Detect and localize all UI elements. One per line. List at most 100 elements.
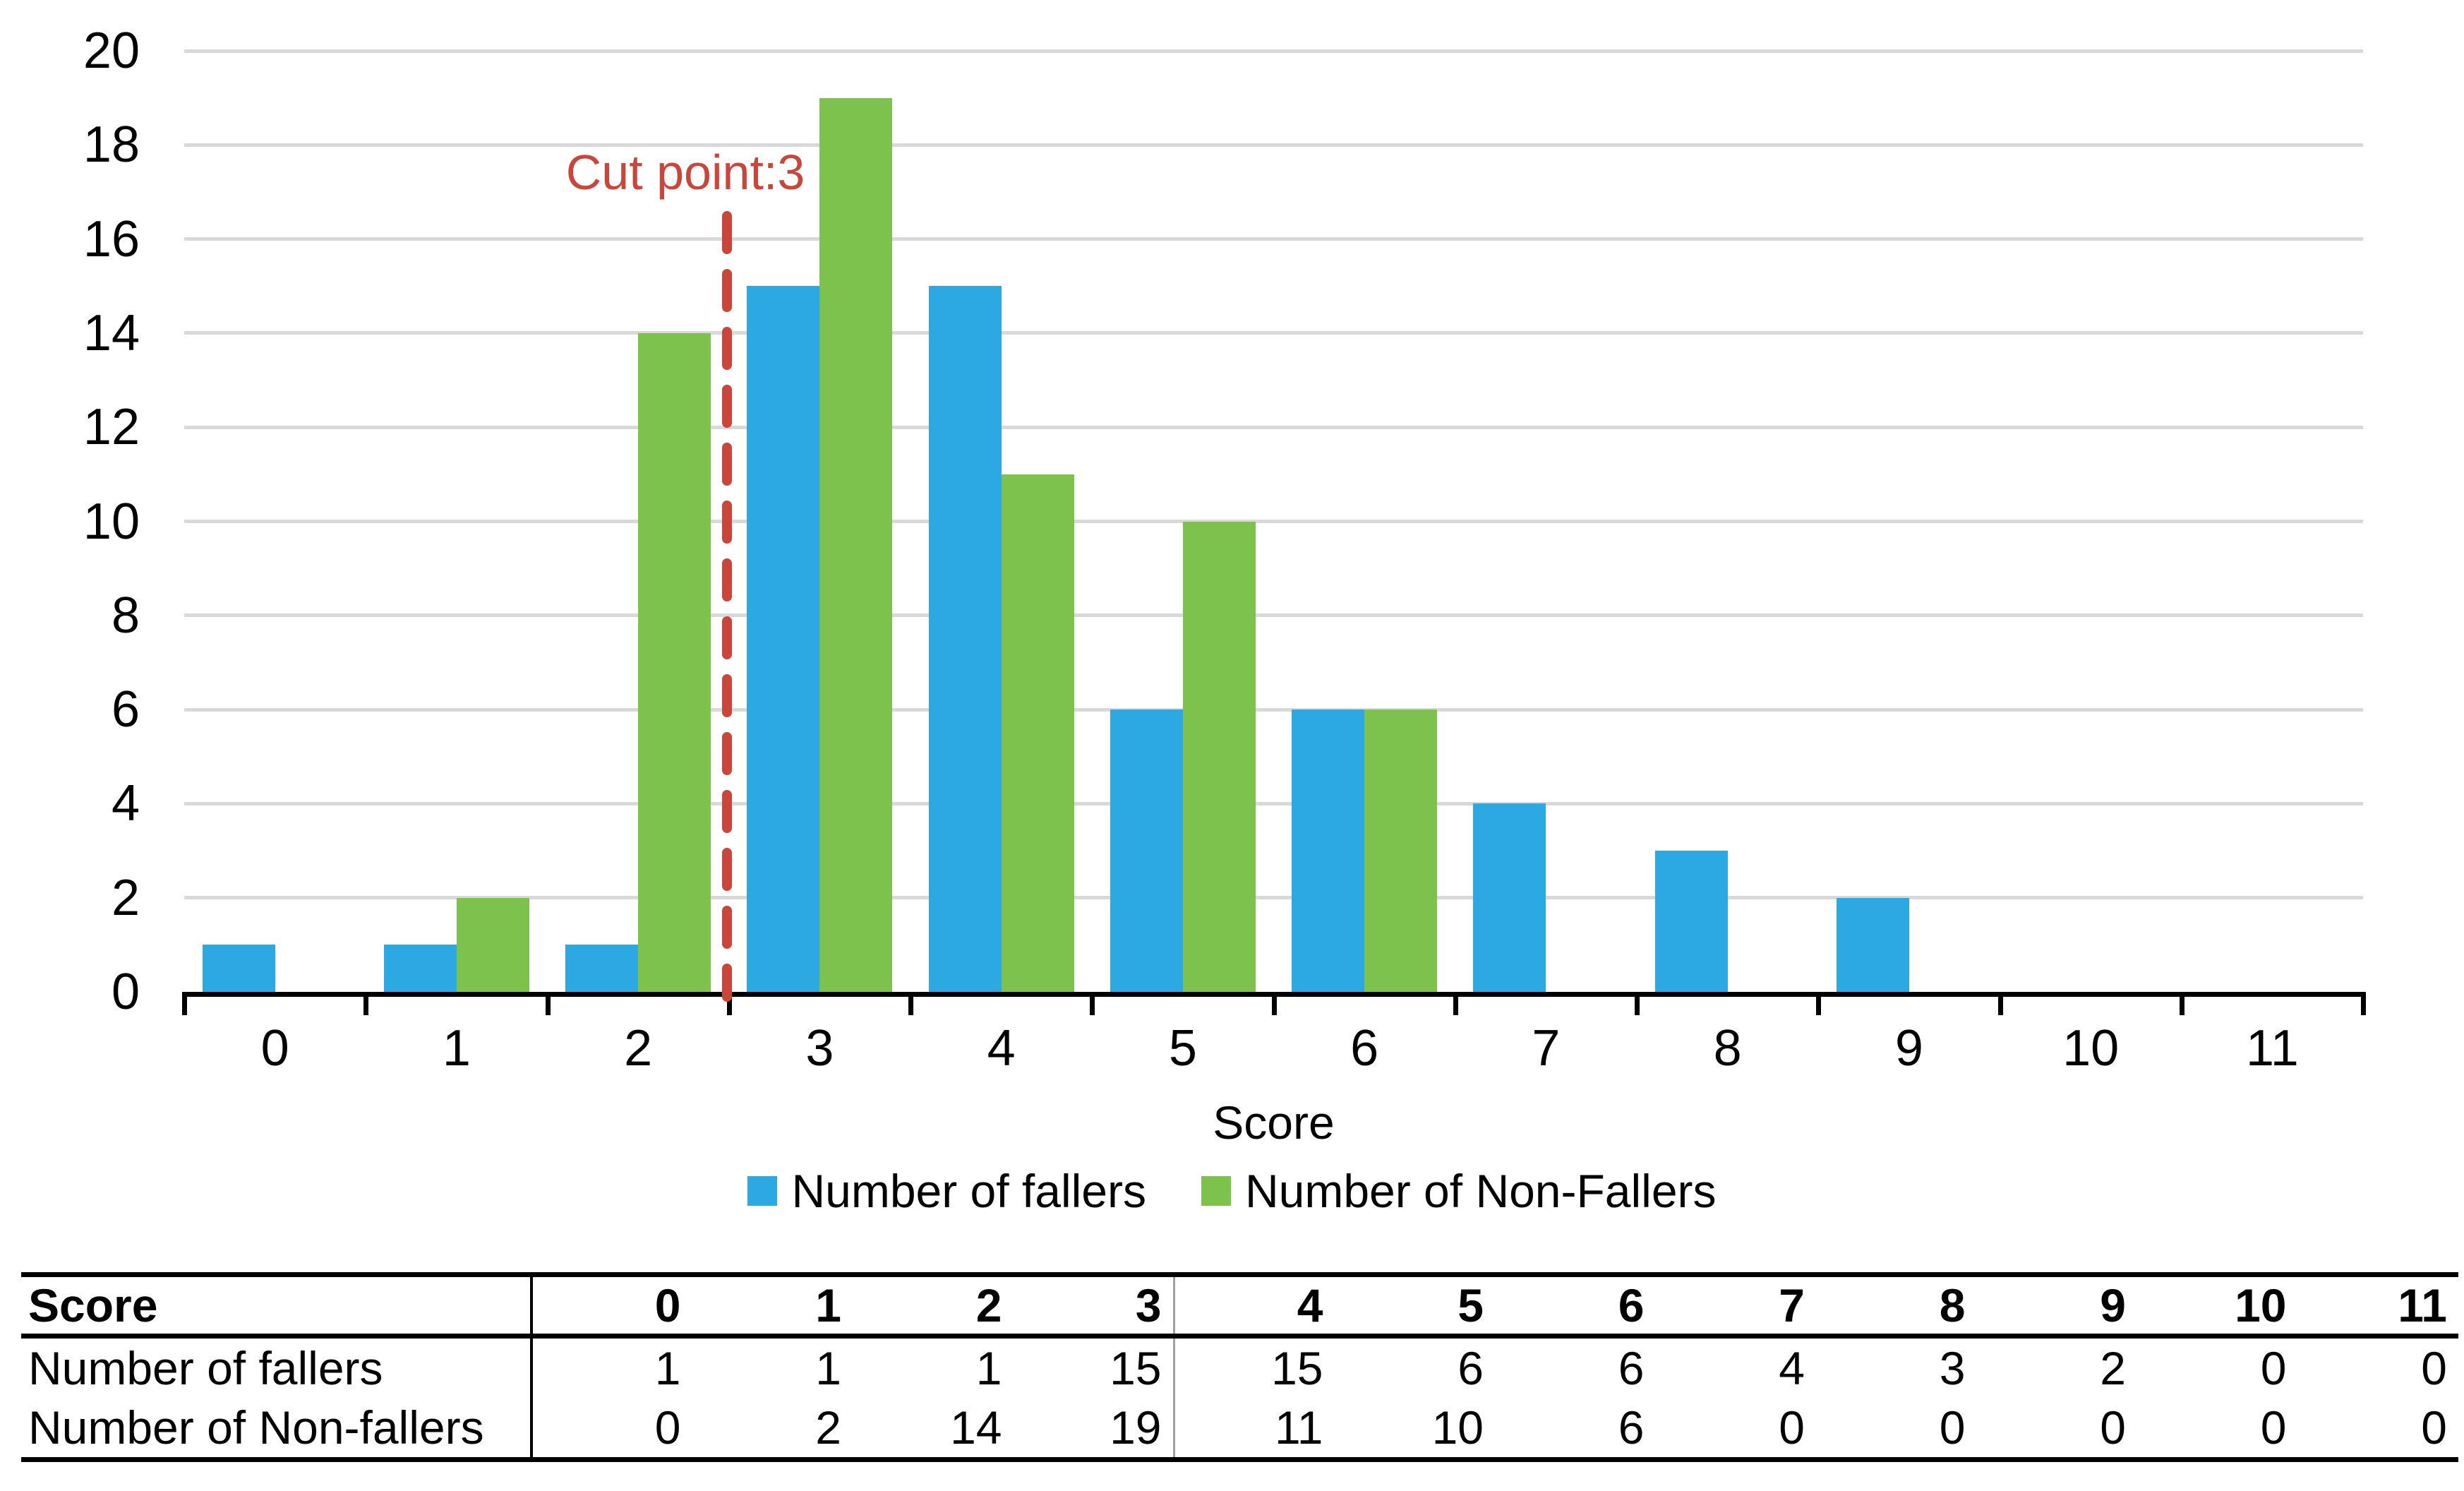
bar-nonfallers-score-6 (1364, 709, 1438, 992)
table-cell: 0 (531, 1398, 692, 1462)
bar-fallers-score-1 (383, 945, 457, 992)
table-row-label: Number of Non-fallers (21, 1398, 533, 1462)
bar-fallers-score-8 (1654, 851, 1728, 992)
x-tick-label-9: 9 (1894, 1020, 1923, 1077)
x-axis-tick (363, 992, 369, 1015)
legend-label-nonfallers: Number of Non-Fallers (1244, 1165, 1717, 1217)
y-tick-label-6: 6 (111, 681, 140, 738)
table-cell: 0 (1976, 1398, 2137, 1462)
x-axis-title: Score (1213, 1096, 1335, 1149)
table-cell: 6 (1618, 1342, 1645, 1394)
x-axis-tick (1090, 992, 1095, 1015)
bar-nonfallers-score-2 (638, 333, 711, 992)
gridline-y6 (184, 707, 2363, 712)
table-cell: 7 (1655, 1272, 1816, 1339)
x-axis-tick (182, 992, 187, 1015)
cut-point-line (722, 211, 732, 1002)
y-tick-label-2: 2 (111, 869, 140, 926)
legend-item-nonfallers: Number of Non-Fallers (1201, 1163, 1717, 1219)
cut-point-label: Cut point:3 (565, 145, 805, 200)
table-cell: 8 (1816, 1272, 1977, 1339)
legend: Number of fallers Number of Non-Fallers (0, 1161, 2464, 1221)
x-axis-tick (1271, 992, 1277, 1015)
x-axis-tick (726, 992, 732, 1015)
y-tick-label-14: 14 (83, 304, 140, 361)
bar-fallers-score-4 (928, 286, 1002, 992)
table-cell: 0 (1655, 1398, 1816, 1462)
x-tick-label-4: 4 (987, 1020, 1016, 1077)
table-cell: 10 (2137, 1272, 2298, 1339)
bar-fallers-score-2 (565, 945, 639, 992)
gridline-y4 (184, 801, 2363, 806)
table-cell: 14 (853, 1398, 1014, 1462)
x-axis-tick (2179, 992, 2184, 1015)
table-cell: 1 (815, 1342, 841, 1394)
table-cell: 9 (1976, 1272, 2137, 1339)
x-tick-label-1: 1 (442, 1020, 471, 1077)
table-cell: 0 (2421, 1342, 2447, 1394)
x-tick-label-3: 3 (805, 1020, 834, 1077)
bar-nonfallers-score-1 (456, 897, 529, 992)
gridline-y8 (184, 613, 2363, 618)
frequency-table: Score 0 1 2 3 4 5 6 7 8 9 10 11 Number of fallers 1 1 1 1… (21, 1272, 2458, 1462)
legend-label-fallers: Number of fallers (791, 1165, 1146, 1217)
table-cell: 0 (1816, 1398, 1977, 1462)
gridline-y16 (184, 237, 2363, 241)
x-tick-label-6: 6 (1350, 1020, 1379, 1077)
table-cell: 0 (2297, 1398, 2458, 1462)
bar-fallers-score-6 (1292, 709, 1365, 992)
table-cell: 15 (1172, 1336, 1335, 1398)
table-cell: 2 (2100, 1342, 2126, 1394)
y-tick-label-0: 0 (111, 964, 140, 1020)
x-tick-label-2: 2 (624, 1020, 653, 1077)
y-tick-label-12: 12 (83, 399, 140, 456)
gridline-y12 (184, 425, 2363, 429)
x-axis-tick (2361, 992, 2366, 1015)
y-tick-label-18: 18 (83, 116, 140, 174)
gridline-y10 (184, 520, 2363, 523)
table-cell: 11 (2297, 1272, 2458, 1339)
table-row-label: Number of fallers (21, 1336, 533, 1398)
table-header-row: Score 0 1 2 3 4 5 6 7 8 9 10 11 (21, 1272, 2458, 1339)
x-tick-label-8: 8 (1713, 1020, 1742, 1077)
legend-swatch-fallers-icon (747, 1176, 778, 1206)
x-axis-tick (1997, 992, 2003, 1015)
table-cell: 1 (654, 1342, 681, 1394)
table-cell: 3 (1939, 1342, 1966, 1394)
bar-fallers-score-7 (1473, 803, 1546, 992)
table-row-label: Score (21, 1272, 533, 1339)
table-cell: 6 (1495, 1272, 1656, 1339)
table-row: Number of fallers 1 1 1 15 15 6 6 4 3 2 0 0 (21, 1336, 2458, 1398)
gridline-y2 (184, 896, 2363, 900)
y-tick-label-16: 16 (83, 210, 140, 268)
table-cell: 0 (531, 1272, 692, 1339)
bar-nonfallers-score-5 (1182, 521, 1256, 992)
table-cell: 19 (1013, 1398, 1174, 1462)
table-row: Number of Non-fallers 0 2 14 19 11 10 6 0 0 0 0 0 (21, 1398, 2458, 1462)
table-cell: 0 (2137, 1398, 2298, 1462)
x-tick-label-5: 5 (1168, 1020, 1197, 1077)
table-cell: 2 (692, 1398, 853, 1462)
table-cell: 1 (692, 1272, 853, 1339)
y-tick-label-10: 10 (83, 493, 140, 550)
x-axis-tick (1816, 992, 1822, 1015)
y-tick-label-8: 8 (111, 587, 140, 644)
table-cell: 4 (1779, 1342, 1805, 1394)
table-cell: 1 (975, 1342, 1002, 1394)
x-tick-label-10: 10 (2062, 1020, 2120, 1077)
table-cell: 2 (853, 1272, 1014, 1339)
table-cell: 15 (1110, 1342, 1162, 1394)
x-axis-tick (1635, 992, 1640, 1015)
gridline-y18 (184, 143, 2363, 147)
table-cell: 4 (1172, 1272, 1335, 1339)
x-tick-label-7: 7 (1532, 1020, 1561, 1077)
table-cell: 10 (1334, 1398, 1495, 1462)
x-tick-label-0: 0 (260, 1020, 289, 1077)
x-axis-tick (908, 992, 913, 1015)
bar-fallers-score-9 (1836, 897, 1909, 992)
bar-fallers-score-0 (202, 945, 275, 992)
y-tick-label-4: 4 (111, 775, 140, 832)
bar-fallers-score-5 (1110, 709, 1183, 992)
bar-nonfallers-score-3 (819, 97, 893, 992)
